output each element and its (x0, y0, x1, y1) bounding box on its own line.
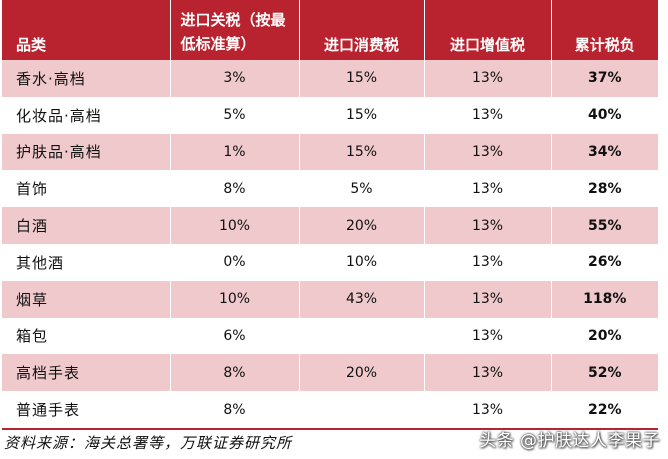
cell-category: 普通手表 (2, 391, 171, 428)
header-total-burden: 累计税负 (551, 0, 658, 60)
cell-category: 烟草 (2, 280, 171, 318)
cell-import-tariff: 10% (170, 280, 300, 318)
table-row: 护肤品·高档 1% 15% 13% 34% (2, 133, 658, 171)
cell-vat: 13% (424, 207, 552, 244)
cell-consumption-tax: 15% (299, 60, 425, 97)
header-vat: 进口增值税 (424, 0, 552, 60)
cell-category: 其他酒 (2, 243, 171, 281)
header-import-tariff: 进口关税（按最低标准算） (170, 0, 300, 60)
source-note: 资料来源：海关总署等，万联证券研究所 (4, 434, 293, 452)
cell-vat: 13% (424, 60, 552, 97)
cell-consumption-tax: 15% (299, 96, 425, 134)
table-row: 首饰 8% 5% 13% 28% (2, 170, 658, 208)
cell-total-burden: 20% (551, 317, 658, 355)
cell-import-tariff: 1% (170, 133, 300, 171)
cell-category: 护肤品·高档 (2, 133, 171, 171)
cell-import-tariff: 0% (170, 243, 300, 281)
cell-vat: 13% (424, 354, 552, 392)
cell-total-burden: 52% (551, 354, 658, 392)
table-row: 烟草 10% 43% 13% 118% (2, 280, 658, 318)
cell-consumption-tax: 20% (299, 354, 425, 392)
cell-total-burden: 118% (551, 280, 658, 318)
cell-category: 白酒 (2, 207, 171, 244)
cell-import-tariff: 6% (170, 317, 300, 355)
cell-category: 高档手表 (2, 354, 171, 392)
table-row: 普通手表 8% 13% 22% (2, 391, 658, 428)
cell-vat: 13% (424, 317, 552, 355)
cell-import-tariff: 8% (170, 170, 300, 208)
cell-vat: 13% (424, 170, 552, 208)
cell-total-burden: 37% (551, 60, 658, 97)
cell-import-tariff: 3% (170, 60, 300, 97)
cell-import-tariff: 8% (170, 354, 300, 392)
header-consumption-tax: 进口消费税 (299, 0, 425, 60)
cell-vat: 13% (424, 391, 552, 428)
cell-total-burden: 55% (551, 207, 658, 244)
table-row: 其他酒 0% 10% 13% 26% (2, 243, 658, 281)
cell-category: 化妆品·高档 (2, 96, 171, 134)
cell-consumption-tax (299, 391, 425, 428)
cell-import-tariff: 8% (170, 391, 300, 428)
cell-category: 箱包 (2, 317, 171, 355)
table-row: 化妆品·高档 5% 15% 13% 40% (2, 96, 658, 134)
table-row: 箱包 6% 13% 20% (2, 317, 658, 355)
bottom-divider (2, 428, 658, 430)
table-row: 白酒 10% 20% 13% 55% (2, 207, 658, 244)
cell-category: 香水·高档 (2, 60, 171, 97)
cell-import-tariff: 10% (170, 207, 300, 244)
cell-category: 首饰 (2, 170, 171, 208)
cell-import-tariff: 5% (170, 96, 300, 134)
cell-total-burden: 28% (551, 170, 658, 208)
cell-consumption-tax: 5% (299, 170, 425, 208)
cell-vat: 13% (424, 243, 552, 281)
table-row: 高档手表 8% 20% 13% 52% (2, 354, 658, 392)
table-row: 香水·高档 3% 15% 13% 37% (2, 60, 658, 97)
cell-consumption-tax (299, 317, 425, 355)
cell-total-burden: 34% (551, 133, 658, 171)
cell-vat: 13% (424, 280, 552, 318)
cell-total-burden: 26% (551, 243, 658, 281)
tax-table-container: 品类 进口关税（按最低标准算） 进口消费税 进口增值税 累计税负 香水·高档 3%… (2, 0, 658, 428)
header-category: 品类 (2, 0, 171, 60)
cell-vat: 13% (424, 133, 552, 171)
cell-consumption-tax: 43% (299, 280, 425, 318)
cell-consumption-tax: 20% (299, 207, 425, 244)
tax-table: 品类 进口关税（按最低标准算） 进口消费税 进口增值税 累计税负 香水·高档 3%… (2, 0, 658, 428)
cell-consumption-tax: 10% (299, 243, 425, 281)
cell-total-burden: 40% (551, 96, 658, 134)
cell-consumption-tax: 15% (299, 133, 425, 171)
table-header-row: 品类 进口关税（按最低标准算） 进口消费税 进口增值税 累计税负 (2, 0, 658, 60)
cell-total-burden: 22% (551, 391, 658, 428)
watermark-text: 头条 @护肤达人李果子 (479, 431, 660, 451)
cell-vat: 13% (424, 96, 552, 134)
